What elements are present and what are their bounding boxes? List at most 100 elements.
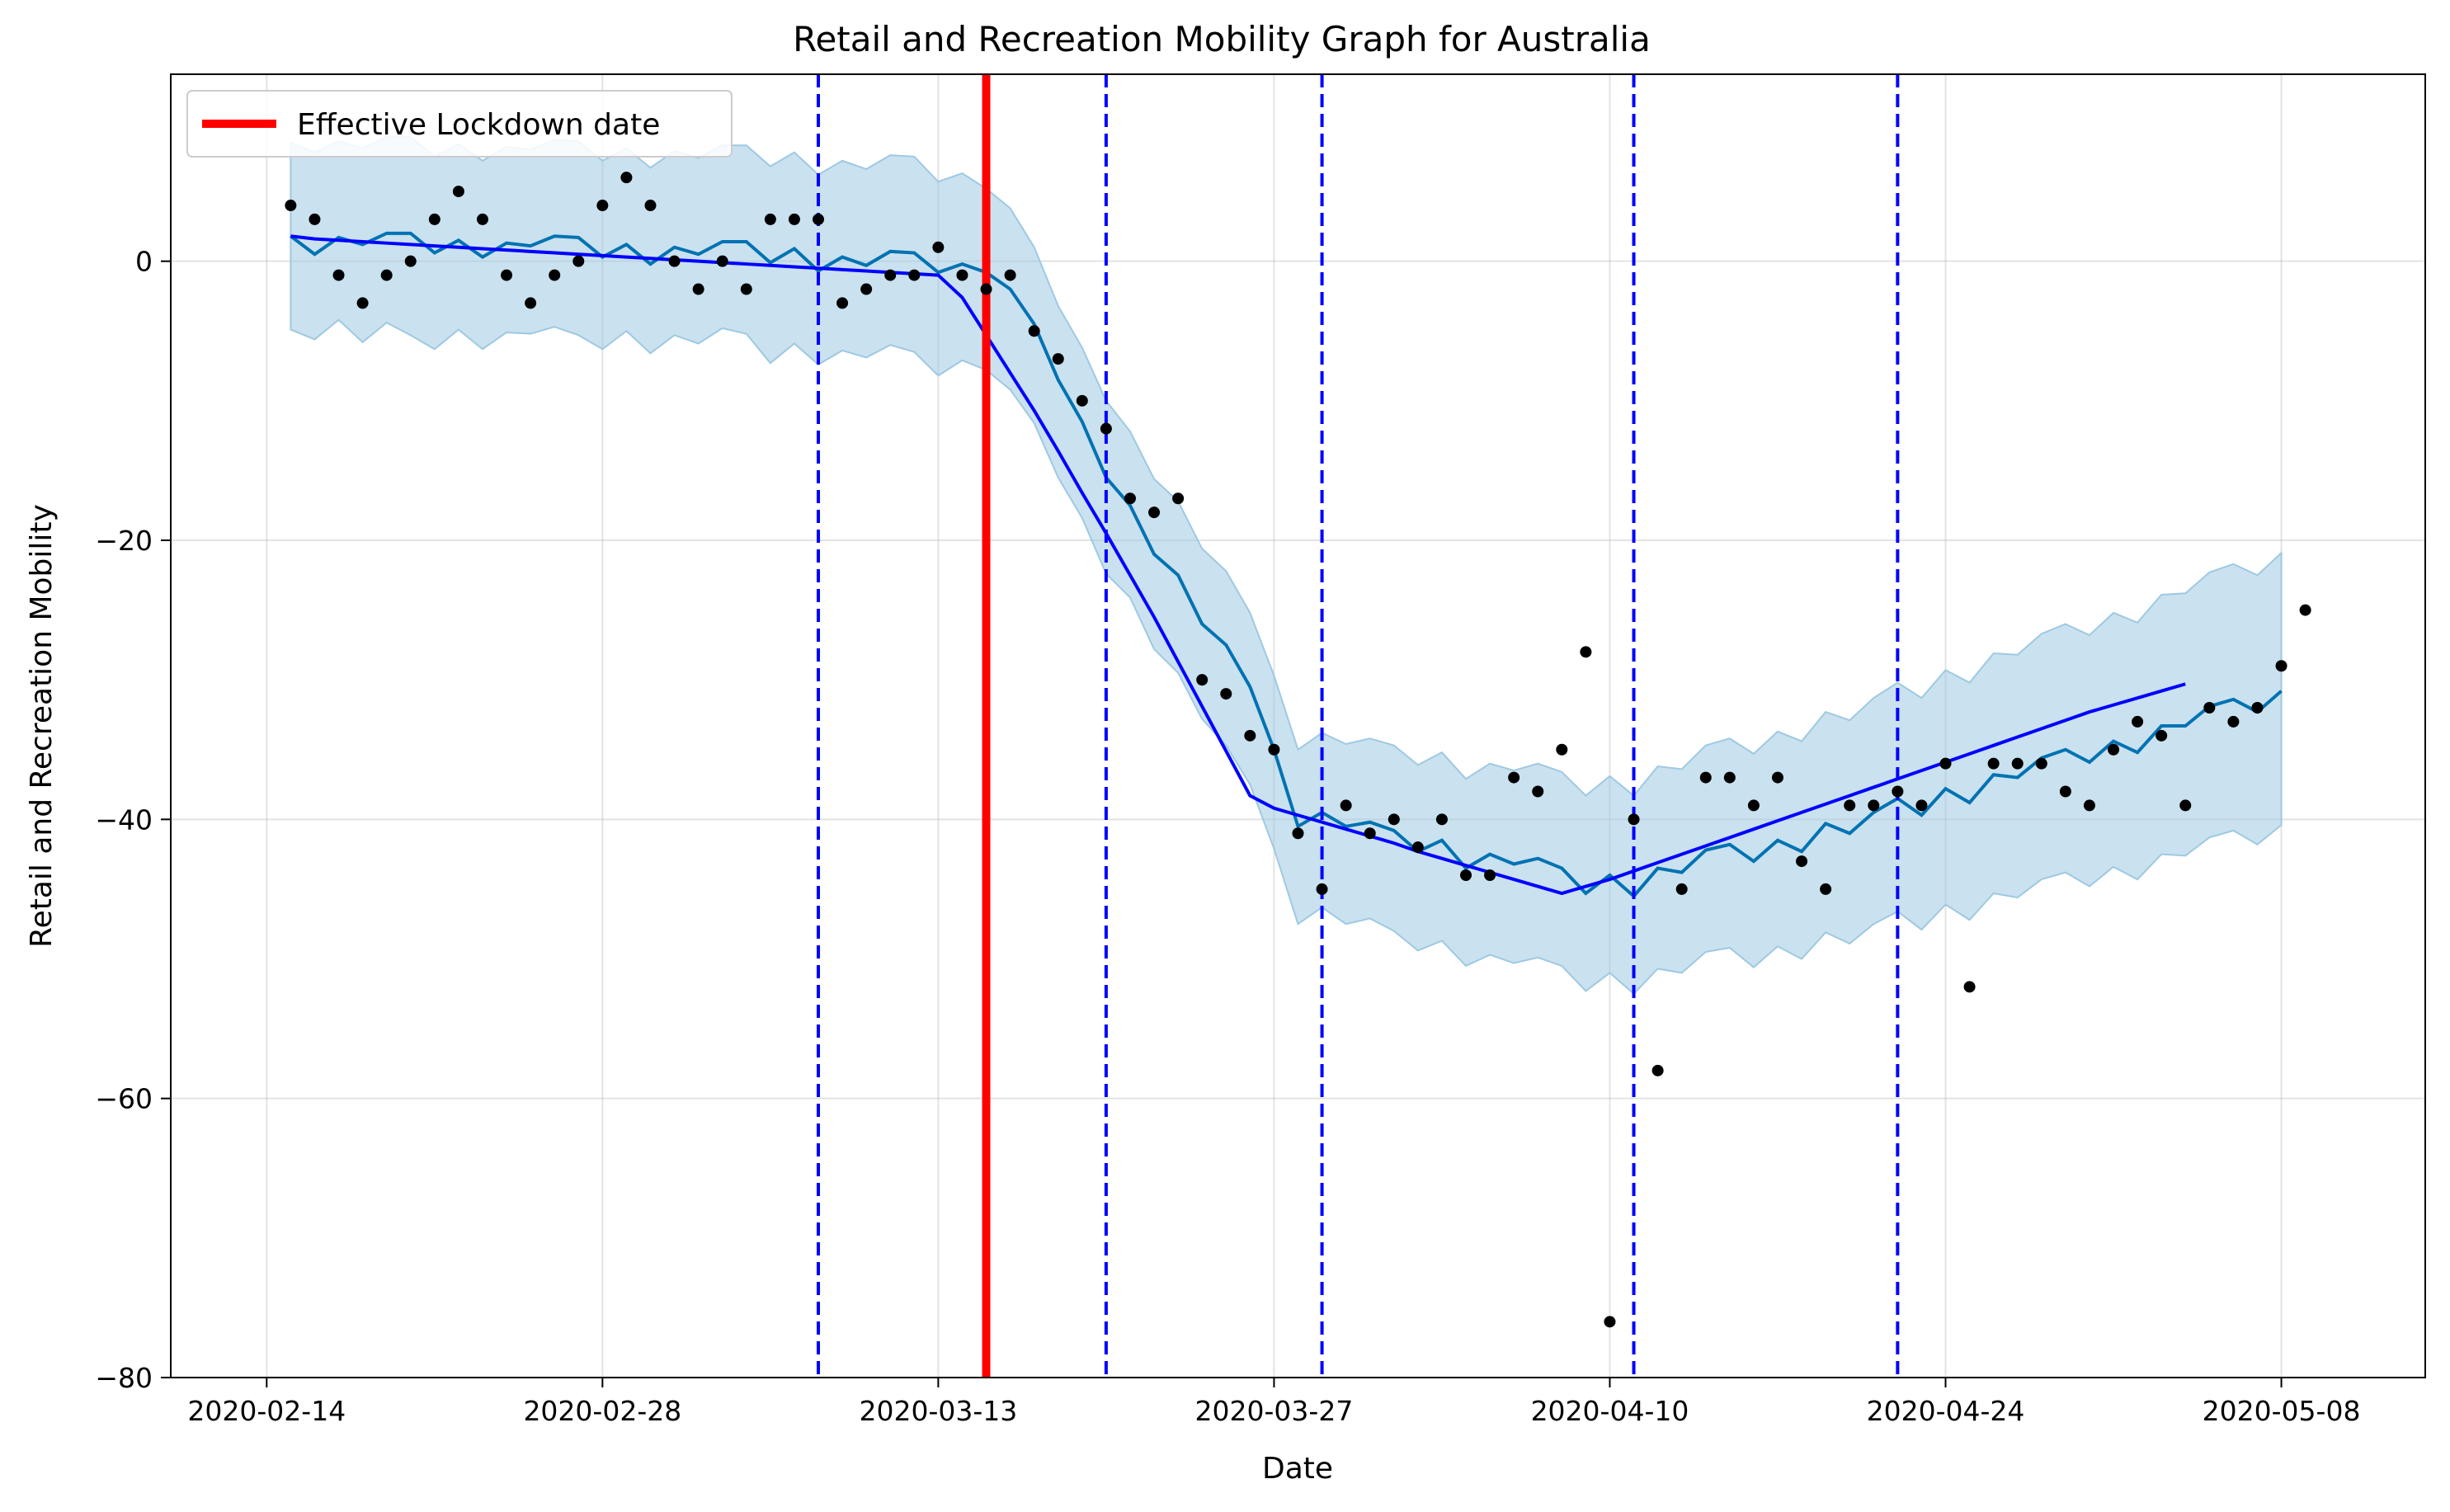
observed-point: [2299, 604, 2311, 616]
observed-point: [1244, 729, 1256, 742]
observed-point: [309, 213, 321, 225]
forecast-line: [290, 231, 2283, 899]
observed-point: [1532, 785, 1544, 798]
observed-point: [1052, 353, 1064, 365]
observed-point: [1076, 394, 1088, 407]
x-tick-label: 2020-05-08: [2203, 1395, 2361, 1427]
observed-point: [1699, 771, 1712, 784]
observed-point: [2083, 799, 2095, 812]
observed-point: [380, 269, 393, 281]
chart-title: Retail and Recreation Mobility Graph for…: [793, 19, 1651, 59]
observed-point: [1100, 422, 1112, 435]
observed-point: [813, 213, 825, 225]
observed-point: [1796, 855, 1808, 868]
observed-point: [1844, 799, 1856, 812]
observed-point: [1124, 492, 1136, 505]
observed-point: [2275, 660, 2287, 672]
plot-frame: [170, 73, 2426, 1378]
legend-box: [186, 90, 733, 158]
observed-point: [1388, 813, 1400, 826]
observed-point: [1987, 757, 2000, 770]
observed-point: [1004, 269, 1016, 281]
observed-point: [1723, 771, 1736, 784]
plot-area: 2020-02-14 2020-02-28 2020-03-13 2020-03-27…: [95, 73, 2426, 1427]
y-axis-label: Retail and Recreation Mobility: [25, 504, 59, 948]
observed-point: [2203, 702, 2216, 714]
observed-point: [620, 172, 633, 184]
observed-point: [404, 255, 417, 267]
observed-point: [932, 241, 945, 253]
observed-point: [2035, 757, 2047, 770]
observed-point: [1556, 743, 1568, 756]
observed-point: [1196, 674, 1209, 686]
observed-point: [644, 200, 657, 212]
observed-point: [2227, 715, 2240, 728]
x-axis-label: Date: [1262, 1452, 1333, 1486]
observed-point: [860, 283, 873, 295]
legend-label-lockdown: Effective Lockdown date: [297, 108, 660, 142]
x-tick-label: 2020-02-28: [523, 1395, 681, 1427]
legend: Effective Lockdown date: [186, 90, 733, 158]
observed-point: [1580, 646, 1592, 658]
x-tick-label: 2020-03-13: [859, 1395, 1017, 1427]
observed-point: [1220, 688, 1232, 700]
observed-point: [1268, 743, 1280, 756]
observed-point: [428, 213, 441, 225]
observed-point: [1316, 883, 1328, 895]
observed-point: [980, 283, 992, 295]
observed-point: [1604, 1316, 1616, 1328]
observed-point: [764, 213, 776, 225]
observed-point: [572, 255, 585, 267]
observed-point: [549, 269, 561, 281]
x-tick-label: 2020-02-14: [187, 1395, 346, 1427]
x-tick-label: 2020-04-10: [1531, 1395, 1689, 1427]
y-tick-label: −60: [95, 1083, 153, 1115]
y-tick-label: −40: [95, 803, 153, 836]
observed-point: [1868, 799, 1880, 812]
observed-point: [1939, 757, 1952, 770]
observed-point: [1747, 799, 1760, 812]
observed-point: [476, 213, 488, 225]
observed-point: [716, 255, 728, 267]
observed-point: [1460, 869, 1472, 882]
observed-point: [956, 269, 968, 281]
observed-point: [1340, 799, 1352, 812]
observed-point: [884, 269, 897, 281]
uncertainty-interval: [290, 136, 2283, 996]
y-axis: 0 −20 −40 −60 −80: [95, 246, 171, 1394]
observed-point: [2059, 785, 2071, 798]
observed-point: [1628, 813, 1640, 826]
observed-point: [2132, 715, 2144, 728]
observed-point: [1148, 506, 1161, 519]
observed-point: [2179, 799, 2192, 812]
observed-point: [1411, 841, 1424, 854]
observed-point: [356, 297, 369, 309]
observed-point: [285, 200, 297, 212]
observed-point: [1508, 771, 1520, 784]
observed-point: [908, 269, 921, 281]
trend-line: [290, 234, 2186, 896]
observed-point: [740, 283, 752, 295]
observed-point: [1484, 869, 1496, 882]
y-tick-label: 0: [135, 246, 153, 278]
observed-point: [836, 297, 849, 309]
observed-point: [1892, 785, 1904, 798]
observed-point: [332, 269, 345, 281]
y-tick-label: −20: [95, 525, 153, 557]
observed-point: [1364, 827, 1376, 840]
observed-point: [1172, 492, 1185, 505]
observed-point: [692, 283, 704, 295]
observed-point: [2156, 729, 2168, 742]
observed-point: [596, 200, 609, 212]
observed-point: [452, 186, 464, 198]
observed-point: [1675, 883, 1688, 895]
x-axis: 2020-02-14 2020-02-28 2020-03-13 2020-03-27…: [187, 1378, 2360, 1427]
observed-point: [2108, 743, 2120, 756]
observed-point: [788, 213, 800, 225]
observed-point: [1292, 827, 1304, 840]
x-tick-label: 2020-03-27: [1195, 1395, 1354, 1427]
observed-point: [1963, 981, 1976, 993]
observed-point: [1820, 883, 1832, 895]
observed-point: [1435, 813, 1448, 826]
